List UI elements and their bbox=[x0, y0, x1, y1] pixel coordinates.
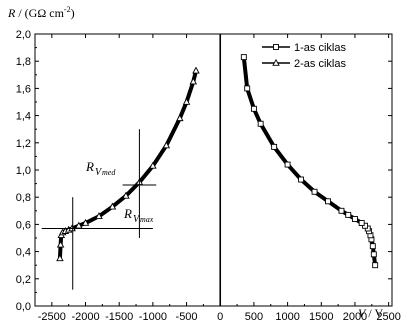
legend: 1-as ciklas 2-as ciklas bbox=[262, 42, 346, 70]
data-point bbox=[271, 143, 278, 150]
x-tick-label: 500 bbox=[245, 311, 263, 323]
y-tick-label: 1,6 bbox=[16, 83, 31, 95]
reference-label: R bbox=[123, 206, 132, 221]
data-point bbox=[250, 105, 257, 112]
data-point bbox=[257, 120, 264, 127]
y-tick-label: 0,0 bbox=[16, 301, 31, 313]
reference-label-subsub: med bbox=[102, 168, 116, 177]
series-triangle bbox=[56, 66, 200, 262]
data-point bbox=[189, 77, 198, 85]
y-axis-title: R / (GΩ cm-2) bbox=[7, 5, 75, 20]
data-point bbox=[176, 114, 184, 122]
legend-entry: 1-as ciklas bbox=[262, 42, 346, 54]
data-point bbox=[192, 66, 200, 74]
data-point bbox=[272, 58, 280, 66]
axis-ticks: -2500 -2000 -1500 -1000 -500 0 500 1000 1500 2000… bbox=[16, 29, 401, 323]
x-tick-label: -2000 bbox=[71, 311, 99, 323]
y-tick-label: 0,4 bbox=[16, 247, 31, 259]
series-layer bbox=[56, 54, 379, 269]
data-point bbox=[273, 44, 279, 50]
data-point bbox=[311, 188, 318, 195]
data-point bbox=[325, 198, 331, 205]
data-point bbox=[108, 202, 117, 210]
reference-label-sub: V bbox=[133, 214, 141, 225]
reference-label-subsub: max bbox=[140, 215, 154, 224]
data-point bbox=[56, 254, 64, 262]
x-tick-label: 0 bbox=[217, 311, 223, 323]
data-point bbox=[162, 141, 171, 149]
y-tick-label: 1,0 bbox=[16, 165, 31, 177]
x-tick-label: 2000 bbox=[343, 311, 367, 323]
series-line bbox=[57, 68, 198, 261]
y-tick-label: 0,8 bbox=[16, 192, 31, 204]
y-tick-label: 0,2 bbox=[16, 274, 31, 286]
legend-label: 2-as ciklas bbox=[294, 58, 346, 70]
y-tick-label: 1,8 bbox=[16, 56, 31, 68]
data-point bbox=[298, 176, 305, 183]
legend-entry: 2-as ciklas bbox=[262, 58, 346, 70]
x-axis-title: V / V bbox=[358, 306, 383, 320]
reference-label: R bbox=[85, 159, 94, 174]
x-tick-label: -500 bbox=[176, 311, 198, 323]
x-tick-label: 2500 bbox=[376, 311, 400, 323]
data-point bbox=[338, 207, 345, 214]
reference-label-sub: V bbox=[95, 167, 103, 178]
data-point bbox=[149, 161, 157, 169]
y-tick-label: 1,2 bbox=[16, 138, 31, 150]
data-point bbox=[95, 212, 103, 219]
x-tick-label: -2500 bbox=[38, 311, 66, 323]
data-point bbox=[244, 85, 251, 92]
y-tick-label: 1,4 bbox=[16, 111, 31, 123]
data-point bbox=[122, 191, 130, 199]
x-tick-label: 1500 bbox=[309, 311, 333, 323]
data-point bbox=[284, 161, 291, 168]
data-point bbox=[56, 240, 65, 248]
series-line bbox=[241, 55, 378, 268]
data-point bbox=[240, 54, 247, 61]
data-point bbox=[81, 218, 90, 226]
data-point bbox=[372, 262, 379, 269]
legend-label: 1-as ciklas bbox=[294, 42, 346, 54]
x-tick-label: -1000 bbox=[139, 311, 167, 323]
data-point bbox=[345, 211, 352, 218]
data-point bbox=[358, 220, 365, 226]
y-tick-label: 0,6 bbox=[16, 219, 31, 231]
data-point bbox=[369, 243, 376, 250]
x-tick-label: 1000 bbox=[275, 311, 299, 323]
x-tick-label: -1500 bbox=[105, 311, 133, 323]
data-point bbox=[352, 216, 358, 222]
y-tick-label: 2,0 bbox=[16, 29, 31, 41]
series-square bbox=[240, 54, 379, 269]
data-point bbox=[370, 251, 377, 258]
data-point bbox=[182, 97, 191, 105]
